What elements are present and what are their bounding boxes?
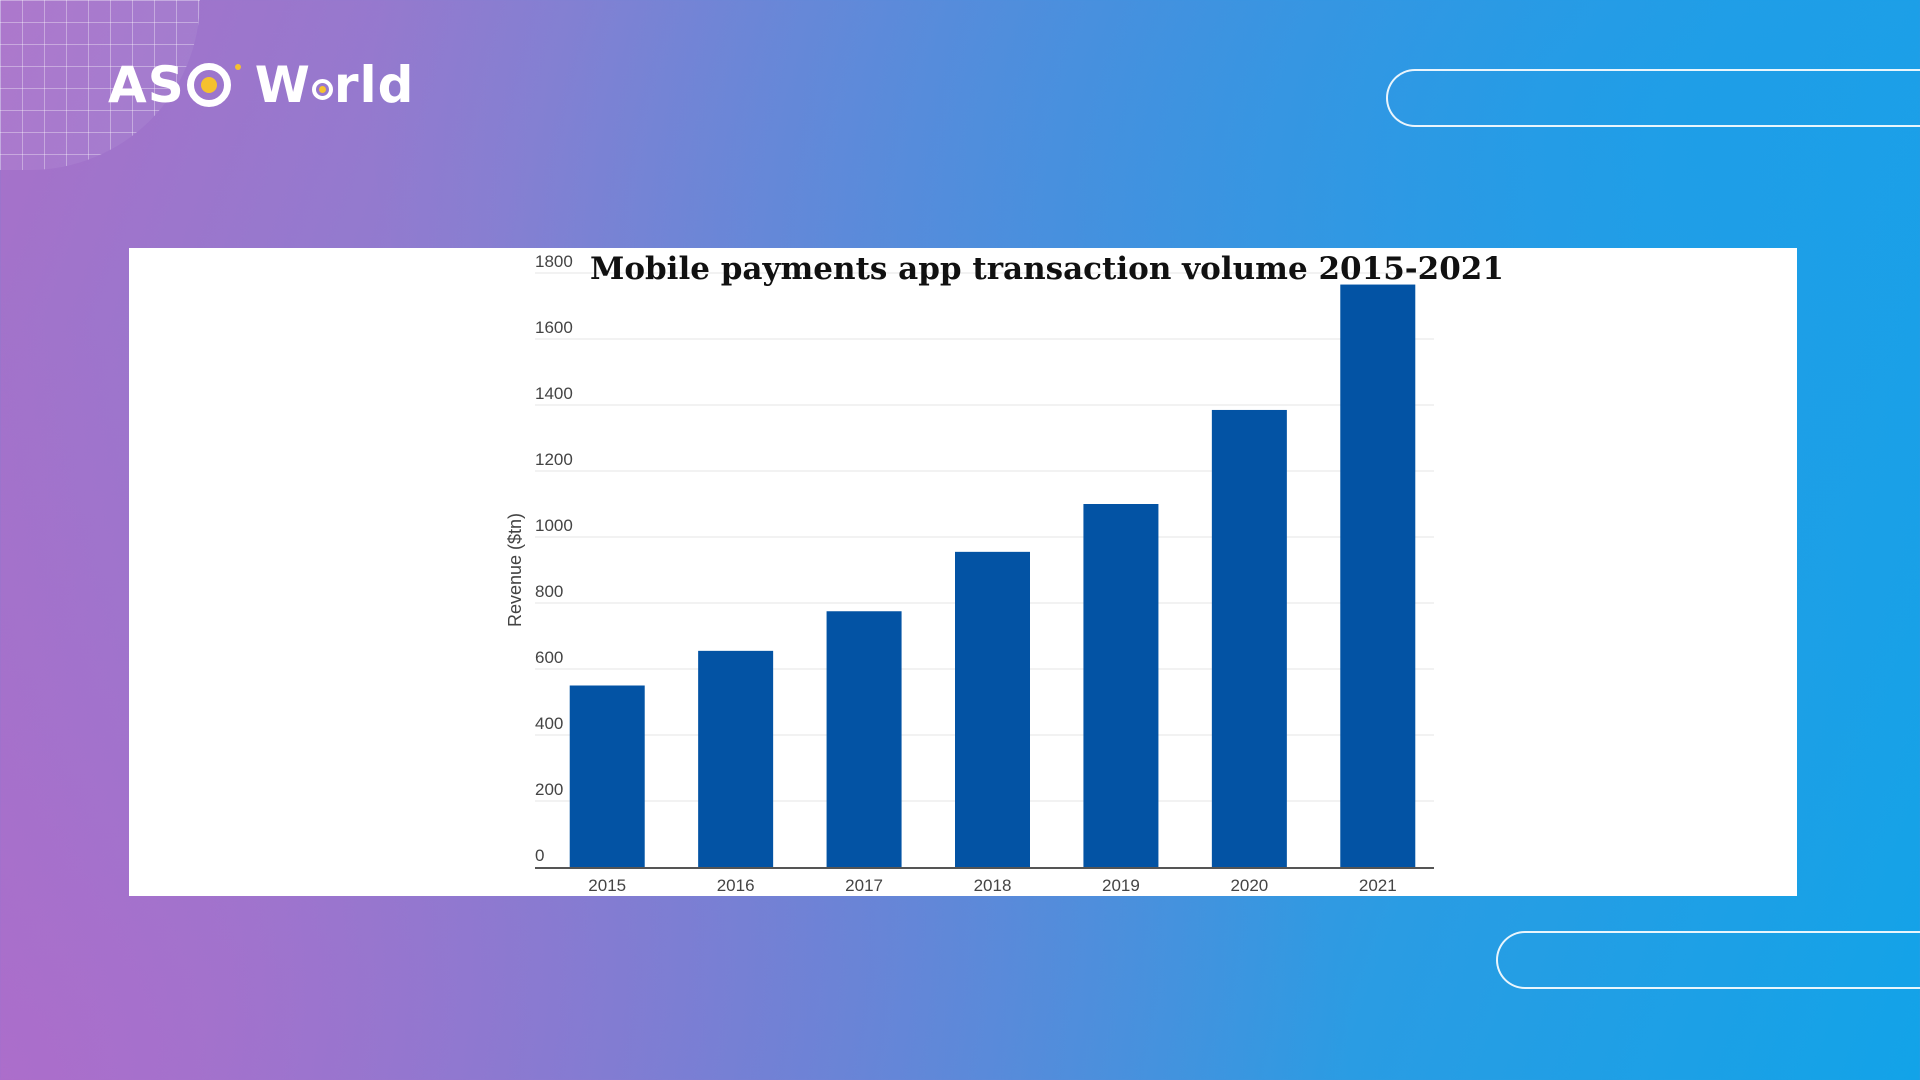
decorative-pill-top	[1386, 69, 1920, 127]
bar-2018	[955, 551, 1030, 867]
bar-chart: 0 200 400 600 800 1000 1200 1400 1600 1800 2015 201…	[505, 251, 1504, 895]
x-tick-label: 2016	[717, 876, 755, 895]
bar-2019	[1083, 504, 1159, 867]
bar-2015	[569, 685, 645, 867]
y-tick-label: 0	[535, 846, 544, 865]
bar-2016	[698, 650, 774, 867]
logo-small-ring-icon	[311, 78, 333, 100]
x-tick-label: 2021	[1359, 876, 1397, 895]
y-tick-label: 200	[535, 780, 563, 799]
y-tick-label: 1800	[535, 252, 573, 271]
chart-title: Mobile payments app transaction volume 2…	[590, 251, 1504, 287]
bar-2017	[826, 611, 902, 867]
y-tick-label: 800	[535, 582, 563, 601]
logo-ring-icon	[186, 63, 231, 107]
y-tick-label: 1000	[535, 516, 573, 535]
x-tick-label: 2017	[845, 876, 883, 895]
chart-card: 0 200 400 600 800 1000 1200 1400 1600 1800 2015 201…	[129, 248, 1797, 896]
y-tick-label: 400	[535, 714, 563, 733]
y-tick-label: 1600	[535, 318, 573, 337]
y-tick-label: 600	[535, 648, 563, 667]
x-tick-label: 2019	[1102, 876, 1140, 895]
decorative-pill-bottom	[1496, 931, 1920, 989]
y-axis-label: Revenue ($tn)	[505, 513, 525, 627]
y-tick-label: 1400	[535, 384, 573, 403]
tick-labels: 0 200 400 600 800 1000 1200 1400 1600 1800 2015 201…	[535, 252, 1397, 895]
bar-2021	[1340, 284, 1416, 867]
y-tick-label: 1200	[535, 450, 573, 469]
bars	[569, 284, 1416, 867]
x-tick-label: 2020	[1230, 876, 1268, 895]
x-tick-label: 2018	[974, 876, 1012, 895]
x-tick-label: 2015	[588, 876, 626, 895]
logo-dot-icon	[234, 64, 241, 70]
bar-2020	[1211, 409, 1287, 867]
